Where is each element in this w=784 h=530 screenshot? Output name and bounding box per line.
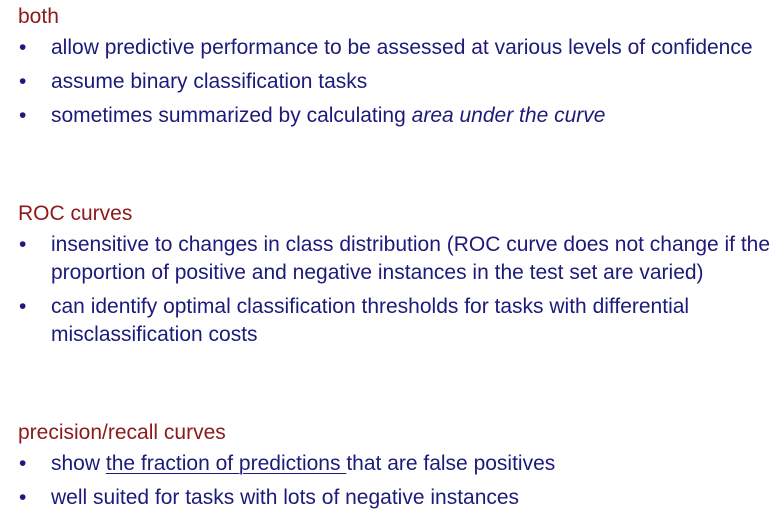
bullet-icon: • [19, 295, 27, 318]
bullet-icon: • [19, 104, 27, 127]
list-item: • assume binary classification tasks [18, 68, 784, 96]
list-item-text: show [51, 452, 106, 475]
list-item-underlined-text: the fraction of predictions [105, 452, 347, 475]
bullet-icon: • [19, 36, 27, 59]
section-heading: both [18, 5, 59, 28]
list-item-italic-text: area under the curve [411, 104, 606, 127]
bullet-icon: • [19, 486, 27, 509]
list-item: • show the fraction of predictions that … [18, 450, 784, 478]
section-heading: ROC curves [18, 202, 133, 225]
list-item-text: well suited for tasks with lots of negat… [51, 486, 520, 509]
list-item: • well suited for tasks with lots of neg… [18, 484, 784, 512]
list-item-text: sometimes summarized by calculating [51, 104, 412, 127]
list-item-text: that are false positives [346, 452, 556, 475]
section-heading: precision/recall curves [18, 421, 226, 444]
list-item: • insensitive to changes in class distri… [18, 231, 784, 287]
section-precision-recall-curves: precision/recall curves • show the fract… [18, 421, 784, 518]
bullet-list: • allow predictive performance to be ass… [18, 34, 784, 130]
list-item-text: assume binary classification tasks [51, 70, 368, 93]
bullet-icon: • [19, 233, 27, 256]
bullet-icon: • [19, 70, 27, 93]
list-item-text: allow predictive performance to be asses… [51, 36, 753, 59]
bullet-list: • insensitive to changes in class distri… [18, 231, 784, 349]
list-item-text: insensitive to changes in class distribu… [51, 233, 771, 284]
section-roc-curves: ROC curves • insensitive to changes in c… [18, 202, 784, 355]
list-item: • can identify optimal classification th… [18, 293, 784, 349]
list-item: • allow predictive performance to be ass… [18, 34, 784, 62]
list-item: • sometimes summarized by calculating ar… [18, 102, 784, 130]
list-item-text: can identify optimal classification thre… [51, 295, 690, 346]
section-both: both • allow predictive performance to b… [18, 5, 784, 136]
bullet-list: • show the fraction of predictions that … [18, 450, 784, 512]
bullet-icon: • [19, 452, 27, 475]
